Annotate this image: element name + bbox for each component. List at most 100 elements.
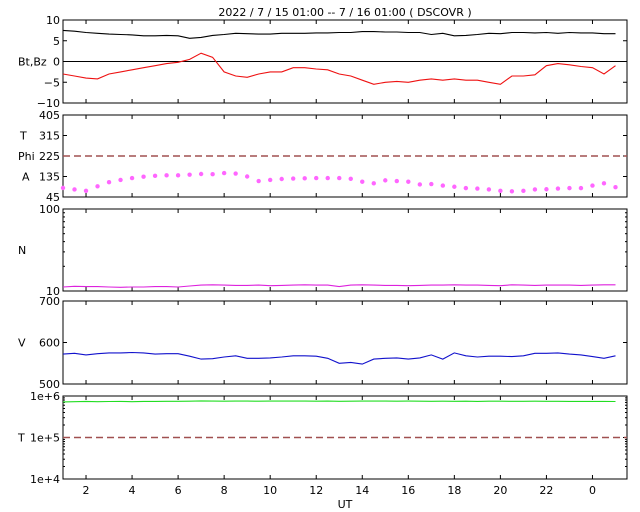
x-tick-label: 18 — [447, 484, 461, 497]
data-point — [83, 188, 89, 194]
y-axis-label: T — [17, 432, 25, 445]
data-point — [187, 172, 192, 177]
data-point — [279, 176, 284, 182]
y-tick-label: 1e+5 — [30, 432, 60, 445]
data-point — [498, 188, 503, 194]
data-point — [141, 174, 146, 179]
y-tick-label: 315 — [39, 130, 60, 143]
x-tick-label: 20 — [493, 484, 507, 497]
y-axis-label: T — [19, 130, 27, 143]
data-point — [233, 171, 238, 176]
y-tick-label: 5 — [53, 35, 60, 48]
x-tick-label: 0 — [589, 484, 596, 497]
y-tick-label: 405 — [39, 109, 60, 122]
x-tick-label: 12 — [309, 484, 323, 497]
y-tick-label: −5 — [44, 76, 60, 89]
data-point — [129, 175, 135, 181]
data-point — [601, 181, 607, 186]
y-tick-label: 1e+6 — [30, 390, 60, 403]
data-point — [72, 187, 77, 192]
y-tick-label: 600 — [39, 337, 60, 350]
y-tick-label: 225 — [39, 150, 60, 163]
data-point — [244, 174, 250, 179]
data-point — [60, 185, 66, 191]
y-tick-label: 1e+4 — [30, 473, 60, 486]
y-tick-label: 500 — [39, 378, 60, 391]
y-tick-label: 700 — [39, 295, 60, 308]
x-axis-label: UT — [338, 498, 353, 511]
data-point — [532, 187, 538, 192]
data-point — [509, 189, 515, 194]
data-point — [360, 179, 365, 184]
data-point — [555, 186, 561, 191]
data-point — [613, 185, 618, 190]
data-point — [302, 176, 307, 181]
data-point — [95, 184, 100, 189]
series-line-bz — [62, 52, 616, 85]
panel-velocity: 700 600 500 V — [18, 295, 628, 391]
y-axis-label: V — [18, 337, 26, 350]
data-point — [475, 186, 480, 191]
data-point — [440, 183, 446, 188]
panel-temperature: 1e+6 1e+5 1e+4 T — [17, 390, 628, 486]
data-point — [175, 173, 181, 178]
data-point — [486, 187, 492, 192]
data-point — [314, 175, 319, 181]
panel-magnetic-field: 10 5 0 −5 −10 Bt,Bz — [18, 14, 628, 110]
panel-density: 100 10 N — [18, 203, 628, 298]
y-tick-label: 45 — [46, 191, 60, 204]
data-point — [106, 179, 112, 185]
data-point — [325, 175, 330, 181]
data-point — [152, 173, 158, 179]
data-point — [210, 172, 215, 177]
data-point — [578, 185, 584, 191]
data-point — [256, 178, 261, 184]
y-axis-label: Bt,Bz — [18, 56, 47, 69]
data-point — [590, 183, 595, 188]
series-line-t — [62, 400, 616, 403]
x-tick-label: 10 — [263, 484, 277, 497]
x-tick-label: 2 — [83, 484, 90, 497]
chart-title: 2022 / 7 / 15 01:00 -- 7 / 16 01:00 ( DS… — [218, 6, 471, 19]
data-point — [429, 181, 434, 187]
data-point — [463, 185, 469, 191]
panel-frame — [62, 300, 628, 385]
data-point — [348, 176, 353, 181]
data-point — [383, 178, 388, 183]
y-tick-label: 100 — [39, 203, 60, 216]
data-point — [452, 184, 457, 189]
y-axis-label: A — [22, 171, 30, 184]
data-point — [406, 179, 411, 184]
panel-frame — [62, 208, 628, 292]
data-point — [198, 171, 204, 177]
data-point — [337, 175, 342, 181]
x-tick-label: 8 — [221, 484, 228, 497]
data-point — [394, 178, 399, 184]
data-point — [567, 185, 572, 191]
data-point — [267, 177, 273, 183]
series-line-bt — [62, 29, 616, 39]
data-point — [291, 176, 296, 181]
data-point — [417, 182, 423, 187]
data-point — [118, 177, 123, 183]
data-point — [544, 187, 549, 192]
x-tick-label: 14 — [355, 484, 369, 497]
y-tick-label: 135 — [39, 171, 60, 184]
data-point — [221, 170, 227, 176]
y-tick-label: 10 — [46, 285, 60, 298]
series-line-v — [62, 351, 616, 365]
panel-phi-angle: 405 315 225 135 45 T Phi A — [18, 109, 628, 204]
series-line-n — [62, 284, 616, 288]
data-point — [521, 188, 526, 194]
x-tick-label: 22 — [539, 484, 553, 497]
y-tick-label: 10 — [46, 14, 60, 27]
x-tick-label: 6 — [175, 484, 182, 497]
data-point — [164, 173, 169, 178]
x-tick-label: 16 — [401, 484, 415, 497]
y-axis-label: Phi — [18, 150, 35, 163]
x-tick-label: 4 — [129, 484, 136, 497]
y-tick-label: −10 — [37, 97, 60, 110]
y-tick-label: 0 — [53, 56, 60, 69]
data-point — [371, 181, 376, 186]
